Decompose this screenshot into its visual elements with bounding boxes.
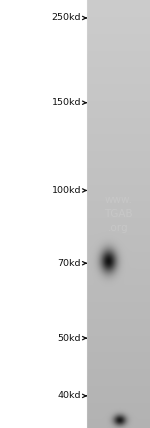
Text: 40kd: 40kd [57, 391, 81, 401]
Text: 250kd: 250kd [51, 13, 81, 23]
Text: 70kd: 70kd [57, 259, 81, 268]
Text: 150kd: 150kd [51, 98, 81, 107]
Text: www.
TGAB
.org: www. TGAB .org [104, 195, 133, 233]
Text: 50kd: 50kd [57, 333, 81, 343]
Text: 100kd: 100kd [51, 186, 81, 195]
